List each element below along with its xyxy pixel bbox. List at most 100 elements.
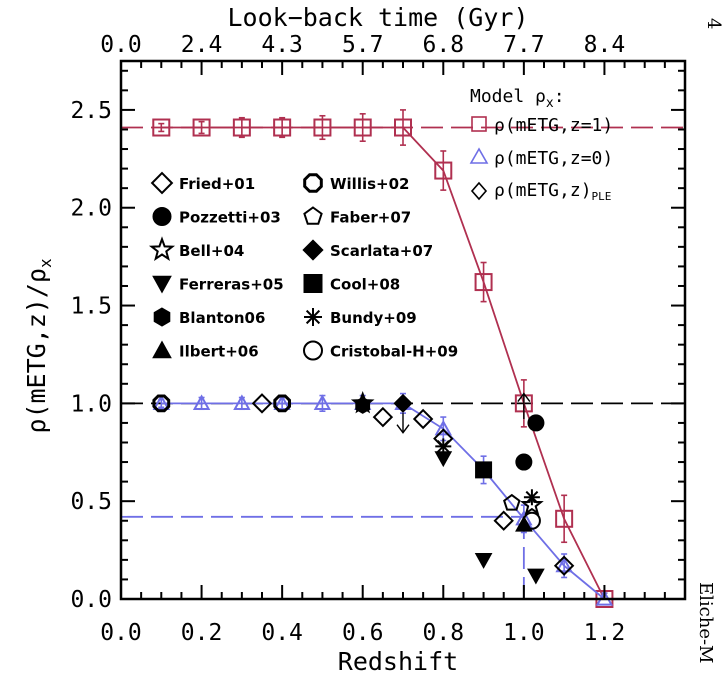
legend-marker (303, 340, 323, 361)
legend-marker (303, 173, 323, 193)
axes-layer: 0.0 0.2 0.4 0.6 0.8 1.0 1.2 0.0 0.5 1.0 1.5 2.0 2.5 0… (70, 32, 687, 646)
data-point (372, 406, 394, 428)
top-tick-label: 2.4 (181, 32, 223, 58)
data-point (527, 414, 545, 432)
legend-marker (152, 207, 172, 226)
model-point (152, 118, 171, 137)
x-tick-label: 0.4 (261, 620, 303, 646)
legend-marker (153, 307, 171, 327)
legend-label: Blanton06 (179, 309, 265, 327)
model-point (192, 118, 211, 137)
model-legend-label-z1: ρ(mETG,z=1) (494, 115, 613, 136)
top-axis-title: Look−back time (Gyr) (227, 3, 528, 32)
limit-arrow-head (396, 424, 410, 434)
x-tick-label: 0.0 (100, 620, 142, 646)
model-point (233, 394, 251, 410)
model-point (192, 394, 211, 410)
legend-marker (150, 171, 174, 195)
y-tick-label: 1.5 (70, 294, 112, 320)
data-point (475, 461, 493, 479)
legend-marker (303, 206, 323, 225)
legend-label: Cool+08 (330, 276, 400, 294)
model-point (273, 118, 292, 137)
model-legend: Model ρx: ρ(mETG,z=1) ρ(mETG,z=0) ρ(mETG… (469, 86, 613, 203)
model-point (434, 419, 452, 436)
legend-marker (303, 274, 323, 293)
model-line-1 (161, 402, 605, 600)
data-point (251, 393, 273, 414)
legend-label: Fried+01 (179, 175, 255, 193)
data-point (474, 553, 493, 569)
model-point (353, 118, 372, 137)
top-tick-label: 7.7 (503, 32, 545, 58)
x-tick-label: 0.6 (342, 620, 384, 646)
top-tick-label: 5.7 (342, 32, 384, 58)
legend-marker-stroke (305, 309, 321, 325)
data-point (553, 555, 575, 576)
data-point (435, 438, 452, 455)
model-legend-label-ple-main: ρ(mETG,z) (494, 180, 592, 201)
model-point (555, 509, 574, 528)
y-tick-label: 1.0 (70, 391, 112, 417)
model-point (313, 118, 332, 137)
legend-label: Faber+07 (330, 209, 411, 227)
model-legend-label-z0: ρ(mETG,z=0) (494, 148, 613, 169)
data-point (493, 510, 514, 531)
y-axis-title: ρ(mETG,z)/ρx (22, 258, 55, 434)
data-point (515, 453, 533, 471)
legend-label: Pozzetti+03 (179, 209, 281, 227)
model-point (313, 394, 332, 410)
legend-marker (152, 340, 172, 359)
top-tick-label: 0.0 (100, 32, 142, 58)
data-point-stroke (525, 490, 539, 504)
x-axis-title: Redshift (338, 647, 458, 676)
legend-marker (304, 308, 322, 326)
page-number: 4 (703, 18, 723, 29)
limit-arrow-head (517, 392, 531, 403)
model-legend-marker-ple (470, 181, 488, 201)
data-point (273, 394, 291, 413)
y-tick-label: 0.0 (70, 587, 112, 613)
model-legend-title-main: Model ρ (470, 86, 546, 107)
x-tick-label: 0.2 (181, 620, 223, 646)
legend-marker (152, 275, 172, 294)
model-legend-label-ple-sub: PLE (592, 190, 612, 203)
data-point (152, 394, 171, 413)
y-tick-label: 2.5 (70, 98, 112, 124)
top-tick-label: 4.3 (261, 32, 303, 58)
model-point (232, 118, 251, 137)
y-axis-title-main: ρ(mETG,z)/ρ (22, 268, 51, 434)
data-point (393, 393, 413, 413)
legend-label: Bell+04 (179, 242, 244, 260)
legend-label: Ferreras+05 (179, 276, 284, 294)
model-point (152, 394, 170, 410)
legend-label: Willis+02 (330, 175, 409, 193)
y-axis-title-sub: x (36, 258, 55, 268)
data-point (522, 511, 541, 530)
model-point (273, 394, 291, 410)
x-tick-label: 1.0 (503, 620, 545, 646)
legend-label: Ilbert+06 (179, 343, 259, 361)
legend-marker (148, 236, 176, 262)
model-legend-marker-z0 (469, 147, 489, 164)
data-point (412, 408, 434, 430)
model-point (474, 273, 493, 292)
model-point (394, 118, 412, 137)
model-point (434, 161, 453, 180)
data-point (523, 489, 540, 506)
observed-legend: Fried+01 Willis+02 Pozzetti+03 Faber+07 Bell… (148, 171, 458, 361)
top-tick-label: 6.8 (423, 32, 465, 58)
data-point (520, 492, 544, 516)
model-legend-marker-z1 (471, 116, 487, 132)
model-legend-title-colon: : (554, 86, 565, 107)
model-legend-title-sub: x (546, 96, 554, 111)
observed-series-layer (152, 390, 575, 585)
model-point (555, 556, 573, 573)
model-legend-label-ple: ρ(mETG,z)PLE (494, 180, 611, 203)
data-point (355, 396, 371, 414)
x-tick-label: 0.8 (423, 620, 465, 646)
x-tick-label: 1.2 (584, 620, 626, 646)
legend-label: Cristobal-H+09 (330, 343, 458, 361)
y-tick-label: 0.5 (70, 489, 112, 515)
